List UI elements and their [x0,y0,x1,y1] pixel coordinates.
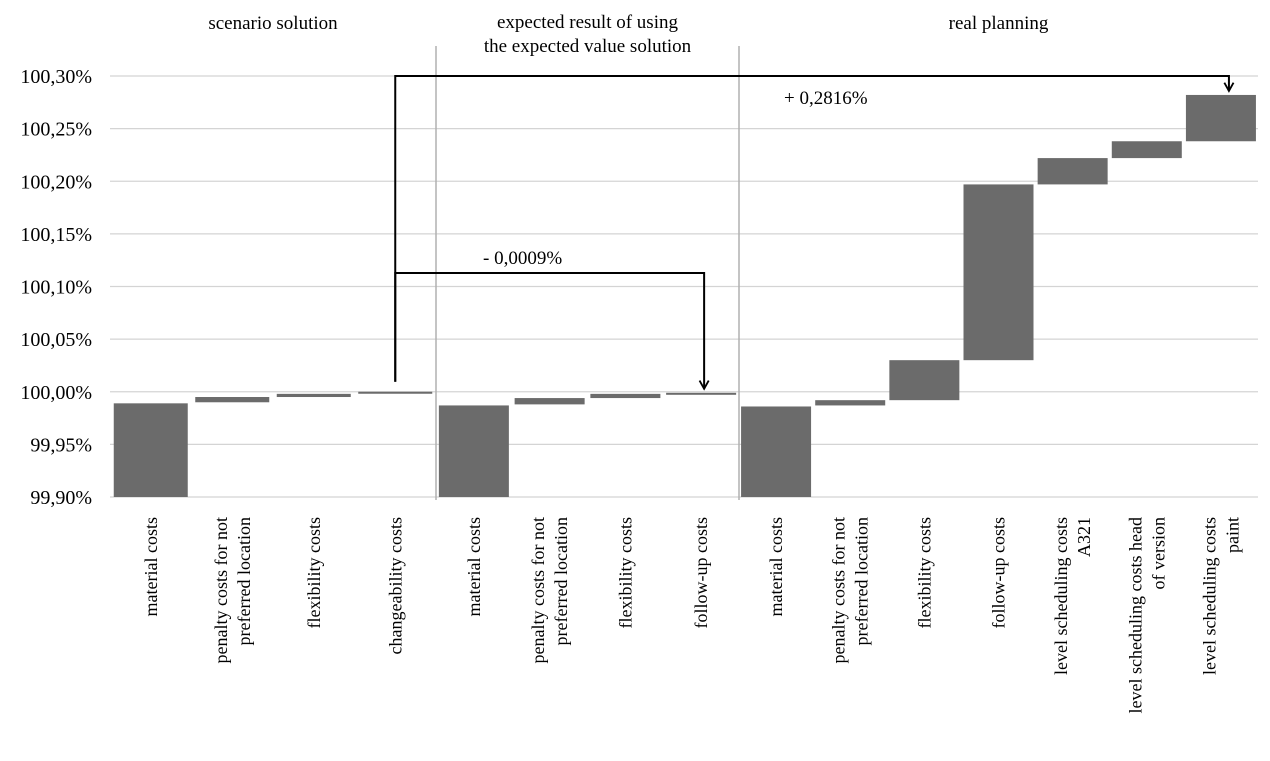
x-tick-label: follow-up costs [691,517,711,629]
x-tick-label-line: material costs [766,517,786,616]
x-tick-label: level scheduling costs paint [1199,517,1242,675]
x-tick-label: material costs [141,517,161,616]
x-tick-label: flexibility costs [914,517,934,629]
x-tick-label: follow-up costs [989,517,1009,629]
x-tick-label-line: flexibility costs [304,517,324,629]
x-axis-labels: material costs penalty costs for not prefe… [141,517,1243,713]
y-tick-label: 100,20% [20,171,92,193]
x-tick-label: level scheduling costs A321 [1051,517,1094,675]
x-tick-label-line: level scheduling costs head [1125,517,1145,713]
y-tick-label: 100,15% [20,224,92,246]
y-axis: 99,90% 99,95% 100,00% 100,05% 100,10% 100,15%… [20,66,92,509]
waterfall-bar [666,392,737,395]
x-tick-label-line: A321 [1074,517,1094,557]
difference-arrow-real: + 0,2816% [394,75,1229,382]
waterfall-bar [1185,94,1256,142]
x-tick-label: flexibility costs [615,517,635,629]
panel-title: the expected value solution [484,36,692,57]
waterfall-bar [1037,158,1108,185]
x-tick-label: flexibility costs [304,517,324,629]
x-tick-label-line: material costs [141,517,161,616]
x-tick-label-line: of version [1148,517,1168,589]
x-tick-label-line: penalty costs for not [829,517,849,663]
waterfall-bar [963,184,1034,361]
waterfall-bar [741,406,812,497]
x-tick-label: level scheduling costs head of version [1125,517,1168,713]
x-tick-label-line: penalty costs for not [211,517,231,663]
waterfall-bar [113,403,188,497]
y-tick-label: 99,90% [30,487,92,509]
x-tick-label: material costs [464,517,484,616]
x-tick-label: changeability costs [385,517,405,654]
y-tick-label: 100,05% [20,329,92,351]
x-tick-label-line: follow-up costs [989,517,1009,629]
x-tick-label-line: preferred location [551,517,571,645]
x-tick-label: penalty costs for not preferred location [829,517,872,663]
x-tick-label-line: changeability costs [385,517,405,654]
panel-title: real planning [949,13,1049,34]
x-tick-label: penalty costs for not preferred location [211,517,254,663]
waterfall-bar [514,398,585,405]
panel-title: scenario solution [208,13,338,34]
y-tick-label: 100,25% [20,119,92,141]
arrow-line [394,75,1229,382]
y-tick-label: 99,95% [30,434,92,456]
x-tick-label-line: preferred location [852,517,872,645]
waterfall-bar [358,391,433,394]
waterfall-bar [276,393,351,398]
bars [113,94,1256,497]
x-tick-label-line: material costs [464,517,484,616]
y-tick-label: 100,30% [20,66,92,88]
grid-lines [110,75,1258,498]
waterfall-bar [889,360,960,401]
panel-title: expected result of using [497,12,678,33]
x-tick-label-line: paint [1222,517,1242,553]
annotations: - 0,0009% + 0,2816% [394,75,1229,389]
x-tick-label-line: preferred location [234,517,254,645]
x-tick-label-line: follow-up costs [691,517,711,629]
x-tick-label: penalty costs for not preferred location [528,517,571,663]
waterfall-bar [815,400,886,406]
difference-label: + 0,2816% [784,88,868,109]
waterfall-bar [1111,141,1182,159]
y-tick-label: 100,10% [20,277,92,299]
x-tick-label-line: level scheduling costs [1051,517,1071,675]
x-tick-label: material costs [766,517,786,616]
x-tick-label-line: level scheduling costs [1199,517,1219,675]
y-tick-label: 100,00% [20,382,92,404]
x-tick-label-line: flexibility costs [615,517,635,629]
difference-arrow-expected: - 0,0009% [394,248,704,389]
panel-titles: scenario solution expected result of usin… [208,12,1048,57]
difference-label: - 0,0009% [483,248,562,269]
waterfall-bar [590,393,661,399]
x-tick-label-line: flexibility costs [914,517,934,629]
arrow-line [394,272,704,389]
waterfall-bar [195,397,270,403]
x-tick-label-line: penalty costs for not [528,517,548,663]
waterfall-bar [438,405,509,497]
